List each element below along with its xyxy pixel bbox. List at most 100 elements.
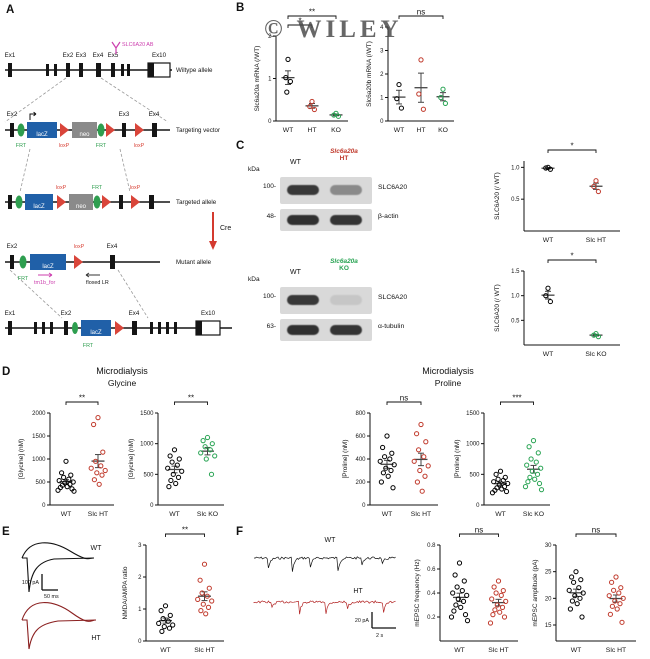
svg-text:Slc KO: Slc KO [197,511,218,518]
svg-text:Slc HT: Slc HT [606,647,626,654]
plot-glycine-ko: 0 500 1000 1500 [Glycine] (nM) WT Slc KO ** [128,394,224,518]
frt-site-icon [17,123,25,137]
promoter-arrow [29,111,37,120]
mw-marker: 100- [262,293,276,300]
ht-trace-label: HT [353,588,363,595]
svg-text:0: 0 [362,503,366,509]
loxp-site-icon [131,195,140,209]
targeted-allele-row: lacZ neo loxP FRT loxP Targeted allele [5,185,217,210]
svg-text:Slc HT: Slc HT [488,647,508,654]
svg-text:800: 800 [355,411,366,417]
actin-band-wt [287,215,319,225]
panel-e: E WT HT 100 pA 50 ms 0 1 2 3 NMDA/AMPA ratio… [0,524,234,659]
exon-box [50,322,53,334]
panel-f: F WT HT 20 pA 2 s 0.2 0.4 0.6 0.8 mEPSC freq… [234,524,650,659]
western-blot-ko: WT Slc6a20a KO kDa 100- SLC6A20 63- α-tu… [246,256,496,362]
exon-box [34,322,37,334]
panel-c-letter: C [236,140,245,152]
mutant-allele-row: Ex2 lacZ loxP Ex4 FRT tm1b_for floxed LR… [5,243,212,286]
lacz-label: lacZ [42,264,54,270]
exon-box [64,321,68,335]
svg-text:1: 1 [138,607,142,613]
ht-ampa-trace [22,619,97,650]
band-name: SLC6A20 [378,184,408,191]
wt-trace-label: WT [325,537,337,544]
tm1b-for-label: tm1b_for [34,280,55,286]
svg-text:ns: ns [417,8,425,17]
svg-text:HT: HT [307,127,316,134]
ex2-label: Ex2 [61,310,72,317]
svg-text:500: 500 [35,480,46,486]
exon-box [158,322,161,334]
svg-text:WT: WT [61,511,72,518]
svg-text:1000: 1000 [140,442,154,448]
mw-marker: 63- [266,323,276,330]
exon-box [10,255,14,269]
slc6a20-band-wt [287,185,319,195]
mepsc-traces: WT HT 20 pA 2 s [253,537,396,639]
plot-mepsc-frequency: 0.2 0.4 0.6 0.8 mEPSC frequency (Hz) WT Slc HT… [414,526,518,654]
plot-slc6a20-protein-ko: 0.5 1.0 1.5 SLC6A20 (/ WT) WT Slc KO * [494,252,620,358]
mutant-lane-label: Slc6a20a HT [316,148,372,163]
scale-pa-label: 20 pA [355,618,369,624]
exon-box [46,64,49,76]
svg-text:*: * [298,17,301,26]
band-name: α-tubulin [378,323,405,330]
wildtype-allele-row: Ex1 Ex2 Ex3 Ex4 Ex5 Ex10 SLC6A20 AB Wilt… [5,41,213,78]
svg-text:0: 0 [268,119,272,125]
svg-text:2: 2 [138,575,142,581]
exon-box [149,195,154,209]
wt-nmda-trace [21,542,95,560]
svg-text:1.0: 1.0 [511,294,520,300]
exon-box [166,322,169,334]
proline-subtitle: Proline [434,378,462,388]
svg-text:***: *** [512,394,521,403]
frt-site-icon [97,123,105,137]
svg-text:30: 30 [545,543,552,549]
loxp-site-icon [135,123,144,137]
ex3-label: Ex3 [119,111,130,118]
ex4-label: Ex4 [129,310,140,317]
gene-name: Slc6a20a [330,258,358,265]
exon-box [42,322,45,334]
panel-f-letter: F [236,526,244,538]
frt-site-icon [93,195,101,209]
svg-text:[Glycine] (nM): [Glycine] (nM) [18,439,25,479]
plot-mepsc-amplitude: 15 20 25 30 mEPSC amplitude (pA) WT Slc HT ns [532,526,636,654]
svg-text:Slc6a20a mRNA (/WT): Slc6a20a mRNA (/WT) [254,46,261,112]
plot-glycine-ht: 0 500 1000 1500 2000 [Glycine] (nM) WT Slc HT ** [18,394,114,518]
svg-text:Slc HT: Slc HT [88,511,108,518]
plot-slc6a20-protein-ht: 0.5 1.0 SLC6A20 (/ WT) WT Slc HT * [494,142,620,244]
svg-text:500: 500 [469,472,480,478]
plot-slc6a20b-mrna: 0 1 2 3 4 Slc6a20b mRNA (/WT) WT HT KO ns [366,8,454,134]
frt-label: FRT [18,276,29,282]
exon-box [132,321,137,335]
exon-box [8,321,12,335]
final-allele-row: Ex1 Ex2 lacZ FRT Ex4 Ex10 [5,310,232,349]
svg-text:WT: WT [571,647,582,654]
svg-text:Slc HT: Slc HT [586,237,606,244]
svg-text:ns: ns [592,526,600,535]
genotype: KO [339,265,349,273]
svg-text:Slc6a20b mRNA (/WT): Slc6a20b mRNA (/WT) [366,41,373,107]
exon-box [66,63,70,77]
loxp-site-icon [57,195,66,209]
lacz-label: lacZ [90,330,102,336]
ex4-label: Ex4 [107,243,118,250]
svg-text:2000: 2000 [32,411,46,417]
targeting-vector-row: Ex2 lacZ neo Ex3 Ex4 FRT loxP FRT loxP [5,111,220,149]
svg-text:Slc HT: Slc HT [411,511,431,518]
wt-trace-label: WT [91,545,103,552]
loxp-site-icon [106,123,115,137]
lacz-box [27,122,57,138]
loxp-label: loxP [130,185,141,191]
plot-nmda-ampa-ratio: 0 1 2 3 NMDA/AMPA ratio WT Slc HT ** [122,526,224,654]
ex10-label: Ex10 [152,52,167,59]
mw-marker: 48- [266,213,276,220]
glycine-subtitle: Glycine [107,378,137,388]
microdialysis-title-proline: Microdialysis [422,366,474,376]
svg-text:**: ** [188,394,194,403]
svg-text:0.2: 0.2 [427,615,436,621]
mepsc-trace-lines [253,556,396,615]
